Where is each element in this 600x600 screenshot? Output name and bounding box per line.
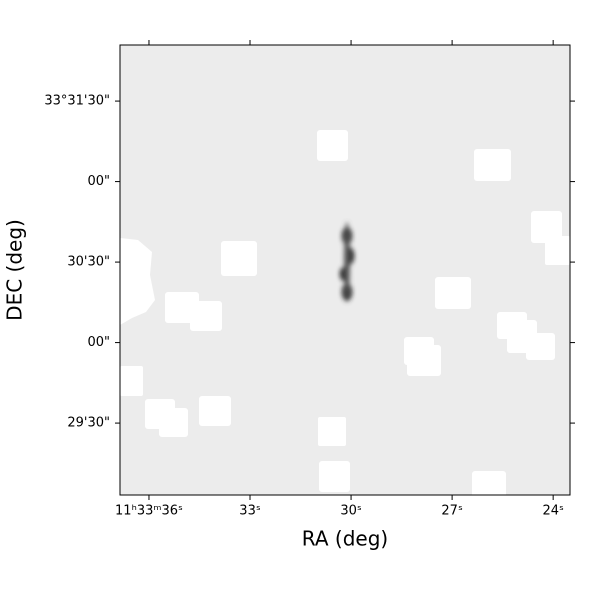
x-tick-label: 30ˢ [340,504,362,519]
x-tick-label: 11ʰ33ᵐ36ˢ [115,504,183,519]
y-tick-label: 30'30" [67,255,110,270]
x-tick-label: 27ˢ [441,504,463,519]
x-tick-label: 24ˢ [542,504,564,519]
y-tick-label: 00" [87,174,110,189]
y-tick-label: 29'30" [67,416,110,431]
plot-frame [119,44,571,496]
x-axis-title: RA (deg) [302,527,388,551]
y-tick-label: 00" [87,335,110,350]
sky-image [120,45,570,495]
x-tick-label: 33ˢ [239,504,261,519]
y-tick-label: 33°31'30" [44,94,110,109]
y-axis-title: DEC (deg) [3,219,27,321]
